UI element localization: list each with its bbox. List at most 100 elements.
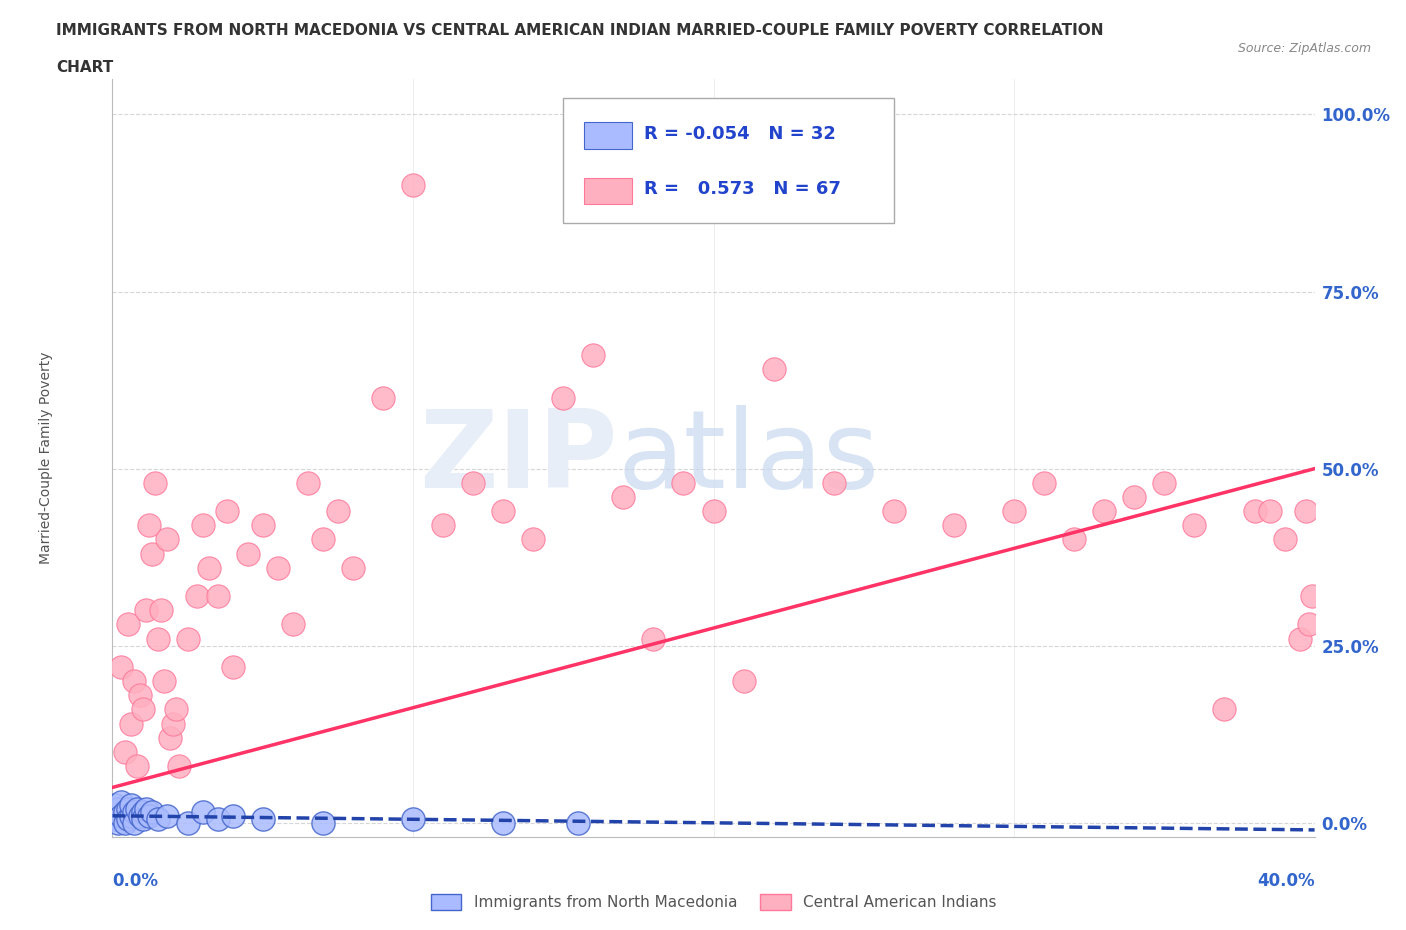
Point <box>1033 475 1056 490</box>
Point <box>117 617 139 631</box>
Point <box>1288 631 1310 646</box>
Point <box>135 802 157 817</box>
Point <box>553 391 575 405</box>
Point <box>733 673 755 688</box>
Point <box>326 504 349 519</box>
Point <box>122 816 145 830</box>
Text: 0.0%: 0.0% <box>112 872 159 890</box>
Point <box>612 489 634 504</box>
Point <box>155 532 177 547</box>
Point <box>104 798 127 813</box>
Point <box>117 812 139 827</box>
Point <box>155 808 177 823</box>
Point <box>176 631 198 646</box>
Point <box>117 802 139 817</box>
Point <box>114 804 136 819</box>
Point <box>1184 518 1206 533</box>
Point <box>1274 532 1296 547</box>
Point <box>371 391 394 405</box>
Point <box>492 816 515 830</box>
Text: R =   0.573   N = 67: R = 0.573 N = 67 <box>644 179 841 198</box>
Point <box>1123 489 1146 504</box>
Point <box>1213 702 1236 717</box>
Point <box>159 730 181 745</box>
Point <box>297 475 319 490</box>
Point <box>252 518 274 533</box>
Point <box>120 798 142 813</box>
FancyBboxPatch shape <box>583 122 631 149</box>
Point <box>267 561 290 576</box>
Point <box>643 631 665 646</box>
Legend: Immigrants from North Macedonia, Central American Indians: Immigrants from North Macedonia, Central… <box>425 888 1002 917</box>
Point <box>222 659 245 674</box>
Point <box>312 532 335 547</box>
Point <box>191 804 214 819</box>
Point <box>138 808 160 823</box>
Point <box>1301 589 1323 604</box>
Text: IMMIGRANTS FROM NORTH MACEDONIA VS CENTRAL AMERICAN INDIAN MARRIED-COUPLE FAMILY: IMMIGRANTS FROM NORTH MACEDONIA VS CENTR… <box>56 23 1104 38</box>
Point <box>702 504 725 519</box>
Point <box>143 475 166 490</box>
Point <box>149 603 172 618</box>
Point <box>197 561 219 576</box>
Point <box>131 702 153 717</box>
Point <box>107 802 129 817</box>
Point <box>461 475 484 490</box>
Point <box>107 816 129 830</box>
Point <box>110 794 132 809</box>
Point <box>162 716 184 731</box>
Point <box>167 759 190 774</box>
Point <box>122 804 145 819</box>
Point <box>402 178 425 193</box>
Point <box>146 631 169 646</box>
Point <box>823 475 845 490</box>
Point <box>135 603 157 618</box>
Point <box>191 518 214 533</box>
Point <box>207 589 229 604</box>
Point <box>312 816 335 830</box>
Point <box>1295 504 1317 519</box>
Point <box>110 808 132 823</box>
Point <box>110 659 132 674</box>
Point <box>222 808 245 823</box>
Point <box>567 816 589 830</box>
FancyBboxPatch shape <box>564 98 894 223</box>
Point <box>207 812 229 827</box>
Point <box>236 546 259 561</box>
Point <box>141 804 163 819</box>
Point <box>120 808 142 823</box>
Point <box>942 518 965 533</box>
Point <box>131 812 153 827</box>
Point <box>522 532 544 547</box>
Point <box>114 816 136 830</box>
Point <box>104 812 127 827</box>
Point <box>402 812 425 827</box>
Point <box>762 362 785 377</box>
Point <box>1153 475 1175 490</box>
Point <box>672 475 695 490</box>
Point <box>125 802 148 817</box>
Point <box>131 804 153 819</box>
Point <box>1298 617 1320 631</box>
Point <box>138 518 160 533</box>
Point <box>114 745 136 760</box>
Point <box>176 816 198 830</box>
Point <box>883 504 905 519</box>
Point <box>186 589 208 604</box>
Point <box>1063 532 1085 547</box>
Point <box>281 617 304 631</box>
Point <box>125 759 148 774</box>
Text: Source: ZipAtlas.com: Source: ZipAtlas.com <box>1237 42 1371 55</box>
Text: CHART: CHART <box>56 60 114 75</box>
Point <box>252 812 274 827</box>
Point <box>120 716 142 731</box>
Point <box>165 702 187 717</box>
Point <box>141 546 163 561</box>
Text: atlas: atlas <box>617 405 879 511</box>
Point <box>152 673 174 688</box>
Point <box>128 688 150 703</box>
Point <box>1092 504 1115 519</box>
FancyBboxPatch shape <box>583 178 631 204</box>
Point <box>122 673 145 688</box>
Point <box>432 518 454 533</box>
